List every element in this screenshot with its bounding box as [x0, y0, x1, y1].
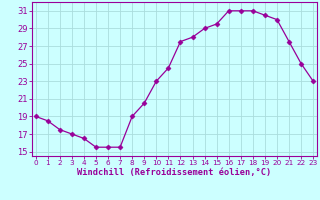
X-axis label: Windchill (Refroidissement éolien,°C): Windchill (Refroidissement éolien,°C) [77, 168, 272, 177]
